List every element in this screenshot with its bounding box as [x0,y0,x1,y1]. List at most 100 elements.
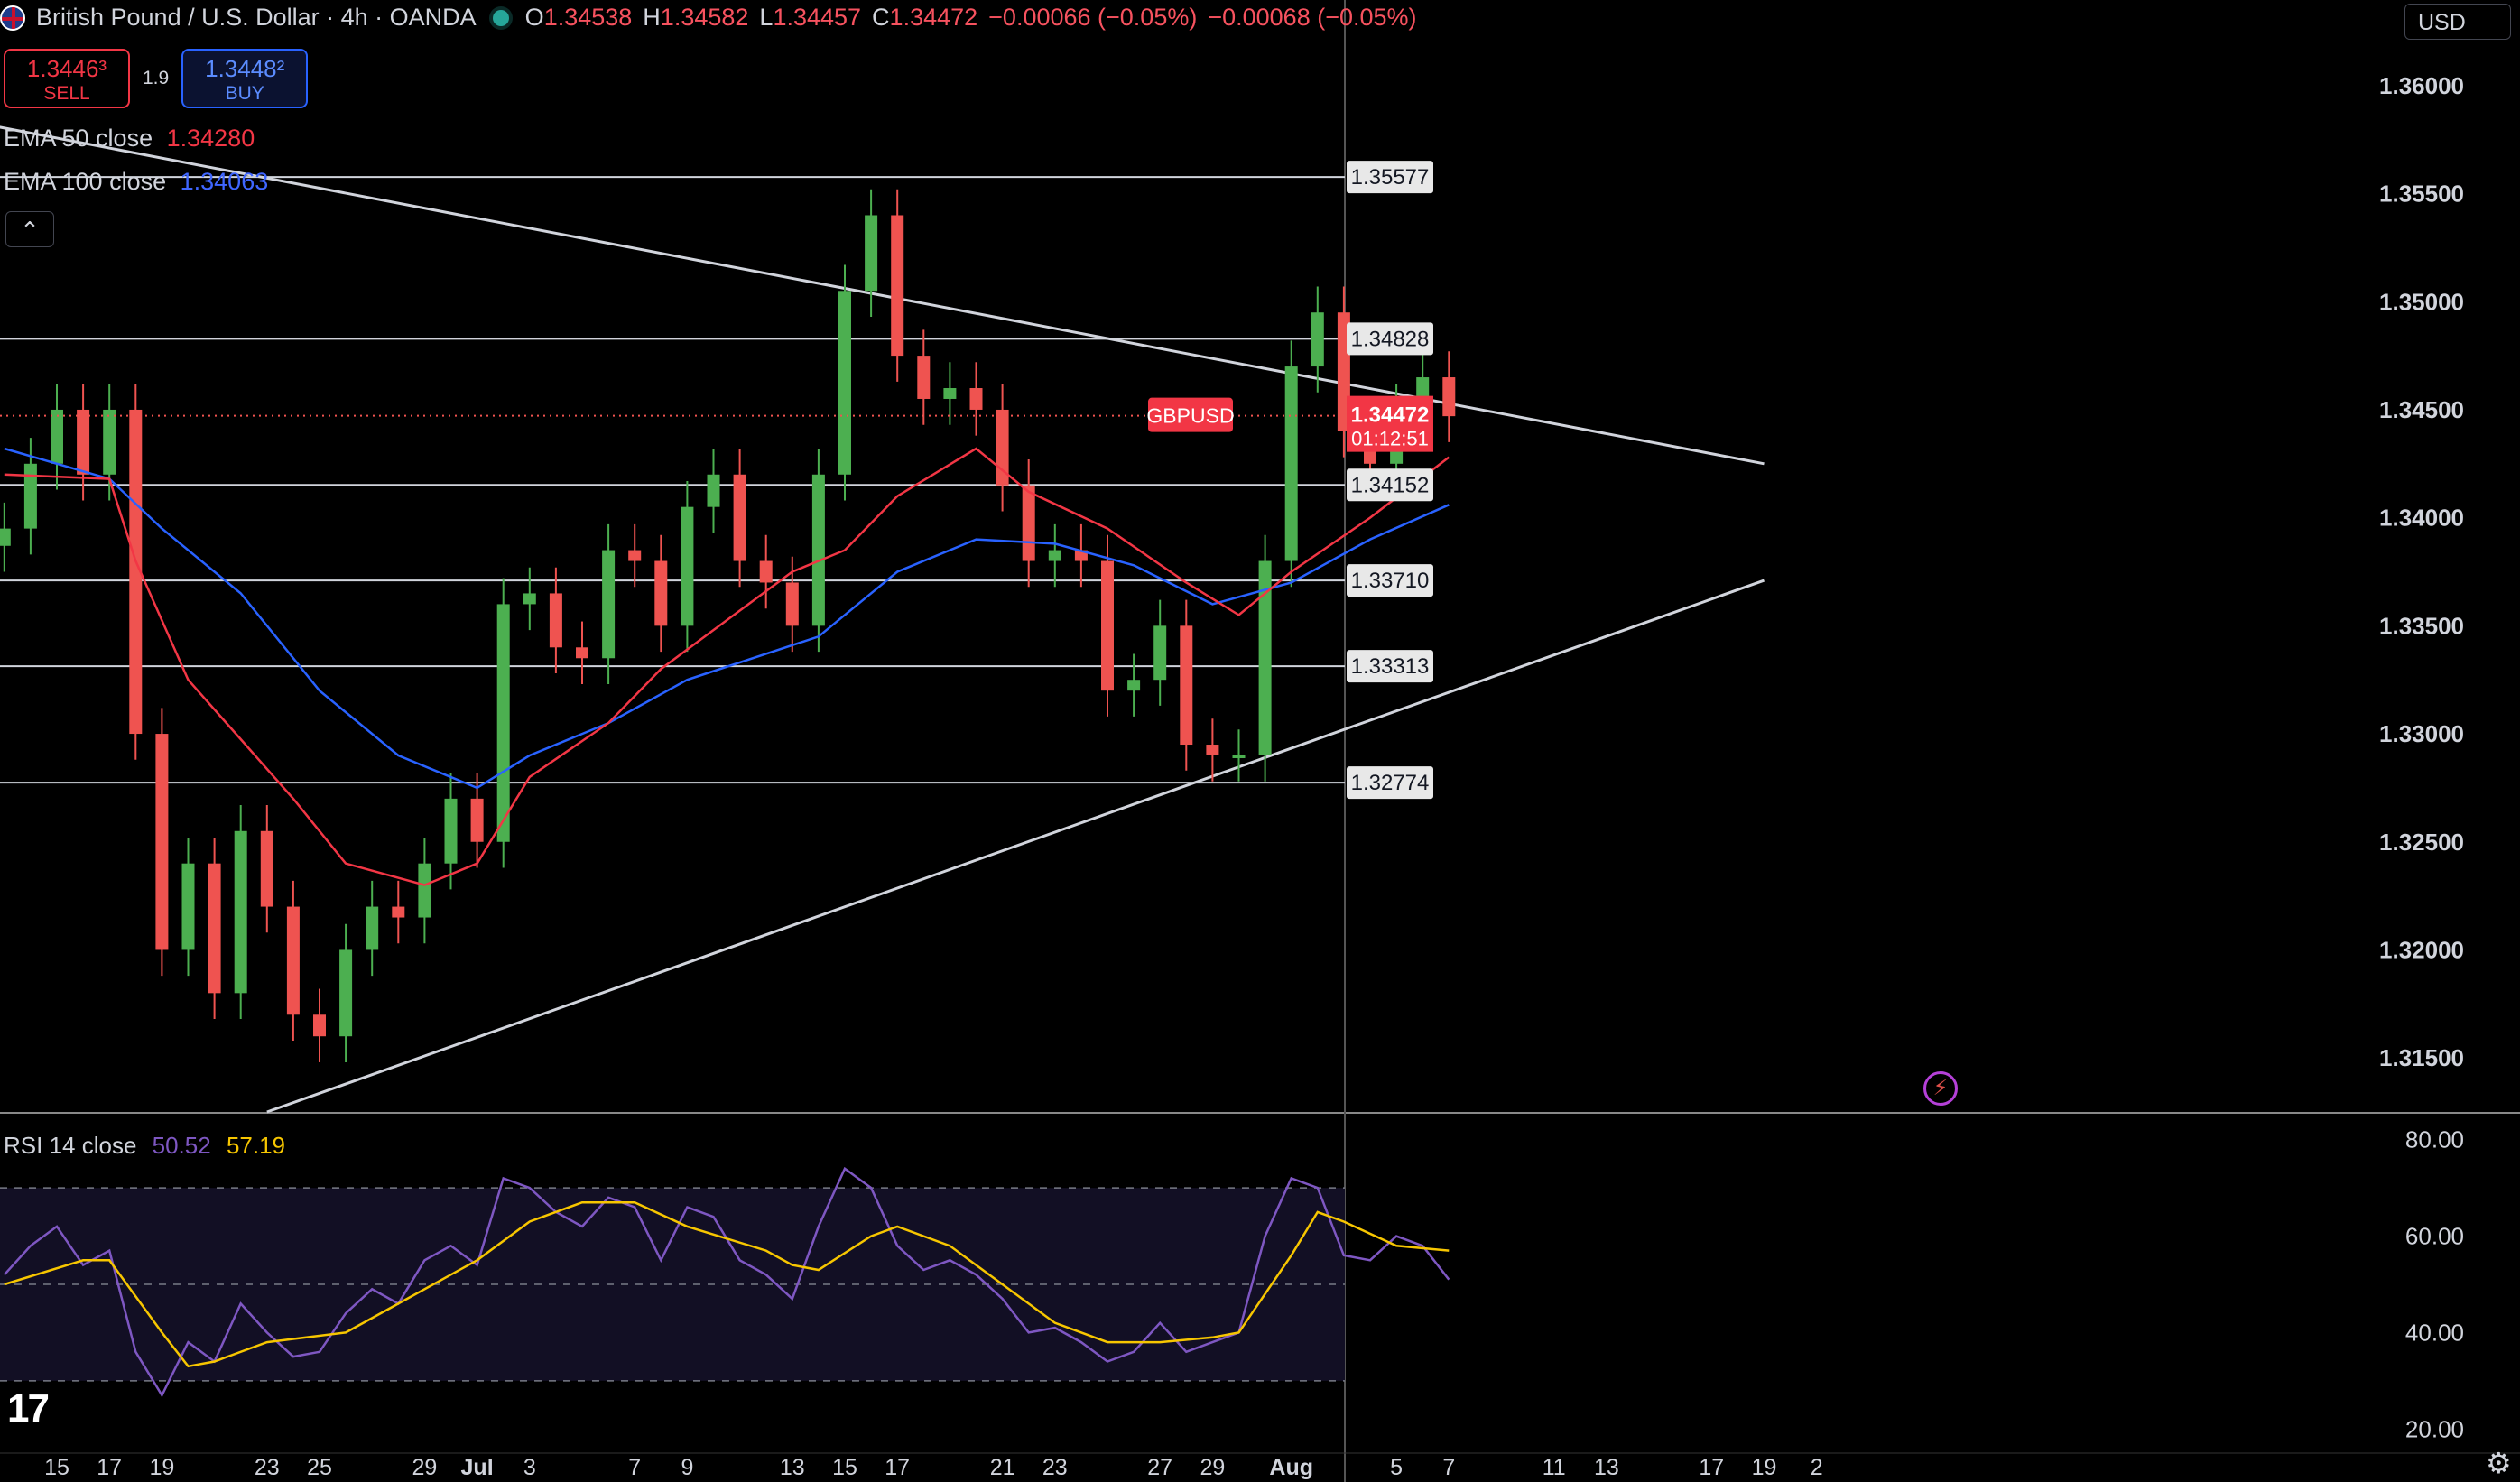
price-tick-label: 1.33500 [2379,612,2464,639]
currency-select[interactable]: USD [2404,4,2511,40]
rsi-legend[interactable]: RSI 14 close 50.52 57.19 [4,1132,285,1160]
time-tick-label: 29 [412,1455,437,1480]
time-tick-label: 17 [1699,1455,1724,1480]
time-tick-label: 23 [1042,1455,1068,1480]
candle-body [1074,550,1088,561]
level-badge-label: 1.34152 [1351,473,1430,497]
price-tick-label: 1.34000 [2379,505,2464,532]
ohlc-item: L1.34457 [759,4,861,31]
candle-body [470,798,484,842]
time-tick-label: 5 [1390,1455,1403,1480]
ohlc-values: O1.34538 H1.34582 L1.34457 C1.34472 −0.00066… [525,4,1428,32]
ohlc-value: 1.34538 [543,4,633,31]
time-tick-label: 17 [97,1455,122,1480]
candle-body [838,291,851,475]
candle-body [1206,745,1219,755]
price-tick-label: 1.31500 [2379,1044,2464,1071]
time-tick-label: 15 [832,1455,857,1480]
time-tick-label: 29 [1200,1455,1225,1480]
trendline [266,579,1765,1114]
candle-body [628,550,642,561]
candle-body [77,409,90,475]
price-tick-label: 1.34500 [2379,396,2464,423]
buy-button[interactable]: 1.3448² BUY [181,49,309,108]
ohlc-value: 1.34457 [773,4,862,31]
ema100-legend[interactable]: EMA 100 close 1.34063 [4,168,268,196]
trendline [0,125,1765,466]
time-tick-label: 17 [885,1455,910,1480]
candle-body [865,215,878,292]
chevron-up-icon[interactable]: ⌃ [5,211,54,247]
gb-us-flag-icon [0,5,25,31]
price-tick-label: 1.35500 [2379,181,2464,208]
ohlc-key: H [643,4,661,31]
candle-body [0,528,11,546]
tradingview-logo-icon[interactable]: 17 [7,1386,50,1431]
ohlc-key: L [759,4,774,31]
level-badge [1347,322,1433,356]
rsi-tick-label: 40.00 [2405,1319,2464,1346]
sell-button[interactable]: 1.3446³ SELL [4,49,130,108]
candle-body [1127,680,1141,691]
candle-body [943,388,957,399]
ema50-line [4,447,1450,886]
candle-body [23,463,37,529]
candle-body [1311,312,1324,367]
candle-body [155,734,169,950]
candle-body [1022,485,1035,561]
symbol-title[interactable]: British Pound / U.S. Dollar · 4h · OANDA [36,4,477,31]
level-badge [1347,564,1433,597]
candle-body [969,388,983,410]
candle-body [602,550,616,659]
ohlc-item: C1.34472 [872,4,977,31]
candle-body [654,560,668,626]
candle-body [1180,625,1193,746]
candle-body [444,798,458,864]
symbol-header: British Pound / U.S. Dollar · 4h · OANDA… [0,4,1428,32]
candle-body [392,906,405,918]
time-tick-label: 7 [1442,1455,1455,1480]
candle-body [891,215,904,357]
ohlc-value: −0.00066 (−0.05%) [988,4,1198,31]
lightning-icon[interactable]: ⚡ [1923,1071,1958,1106]
candle-body [917,356,931,399]
ohlc-item: H1.34582 [643,4,748,31]
candle-body [339,949,353,1037]
candle-body [1284,366,1298,561]
time-tick-label: 23 [255,1455,280,1480]
candle-body [208,863,221,994]
ohlc-value: 1.34472 [889,4,978,31]
candle-body [1258,560,1272,755]
spread-value: 1.9 [143,68,170,88]
time-tick-label: 27 [1147,1455,1172,1480]
price-tick-label: 1.33000 [2379,720,2464,747]
ohlc-item: −0.00068 (−0.05%) [1208,4,1416,31]
candle-body [260,830,273,907]
ohlc-key: O [524,4,544,31]
ema50-value: 1.34280 [166,125,255,152]
candle-body [1232,755,1246,758]
time-tick-label: 19 [1752,1455,1777,1480]
price-tick-label: 1.32000 [2379,936,2464,963]
candle-body [1101,560,1114,691]
trade-panel: 1.3446³ SELL 1.9 1.3448² BUY [4,49,309,108]
candle-body [103,409,116,475]
candle-body [733,474,746,561]
candle-body [523,593,536,605]
ohlc-value: 1.34582 [660,4,749,31]
candle-body [366,906,379,950]
rsi-value: 50.52 [152,1132,211,1159]
buy-label: BUY [225,83,264,104]
ema50-legend[interactable]: EMA 50 close 1.34280 [4,125,255,153]
sell-label: SELL [43,83,90,104]
price-tick-label: 1.35000 [2379,288,2464,315]
candle-body [1153,625,1167,681]
ohlc-value: −0.00068 (−0.05%) [1208,4,1417,31]
rsi-tick-label: 20.00 [2405,1415,2464,1442]
time-tick-label: 11 [1543,1455,1566,1480]
gear-icon[interactable]: ⚙ [2486,1447,2512,1479]
buy-price: 1.3448² [205,55,285,82]
bar-countdown: 01:12:51 [1351,428,1429,450]
ema100-label: EMA 100 close [4,168,167,195]
